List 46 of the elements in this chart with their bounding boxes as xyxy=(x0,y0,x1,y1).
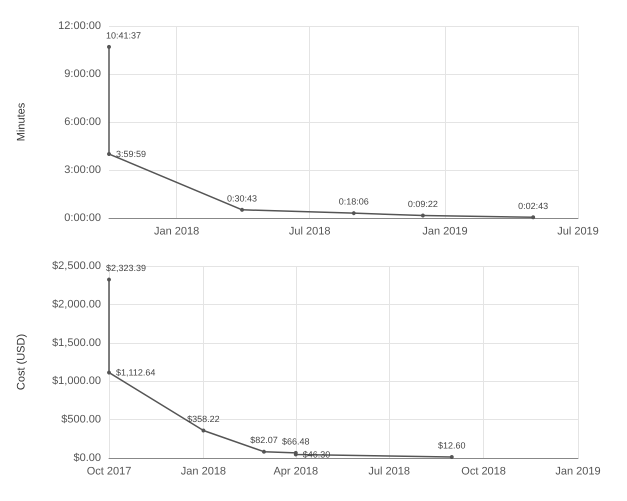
y-tick-label: $2,000.00 xyxy=(52,298,101,310)
x-tick-label: Jan 2018 xyxy=(180,466,226,478)
data-label: 0:18:06 xyxy=(338,196,369,207)
y-axis-title: Cost (USD) xyxy=(16,334,28,390)
point xyxy=(107,44,111,49)
y-tick-label: 6:00:00 xyxy=(64,116,101,128)
y-tick-label: 9:00:00 xyxy=(64,68,101,80)
y-tick-label: 3:00:00 xyxy=(64,164,101,176)
data-label: $66.48 xyxy=(282,436,310,446)
point xyxy=(531,215,536,220)
data-label: $358.22 xyxy=(187,414,220,424)
x-tick-label: Jan 2019 xyxy=(422,226,468,238)
data-label: 0:09:22 xyxy=(408,199,438,209)
data-label: $82.07 xyxy=(250,435,278,446)
point xyxy=(262,450,266,454)
data-label: 0:02:43 xyxy=(518,200,548,211)
point xyxy=(107,370,111,375)
x-tick-label: Jul 2019 xyxy=(557,226,599,238)
point xyxy=(420,214,425,218)
data-label: 0:30:43 xyxy=(227,193,258,204)
y-tick-label: $1,500.00 xyxy=(52,336,101,349)
data-label: $2,323.39 xyxy=(106,263,146,274)
x-tick-label: Oct 2018 xyxy=(461,466,506,478)
y-tick-label: 12:00:00 xyxy=(58,20,101,32)
point xyxy=(107,152,111,156)
point xyxy=(450,455,454,460)
point xyxy=(201,428,206,432)
y-tick-label: $0.00 xyxy=(73,452,101,464)
y-tick-label: $500.00 xyxy=(61,414,101,426)
x-tick-label: Jan 2019 xyxy=(555,466,601,478)
x-tick-label: Jul 2018 xyxy=(368,466,410,478)
y-tick-label: $1,000.00 xyxy=(52,375,101,388)
data-label: 3:59:59 xyxy=(116,149,146,160)
y-tick-label: 0:00:00 xyxy=(64,212,101,224)
y-axis-title: Minutes xyxy=(16,102,28,142)
x-tick-label: Apr 2018 xyxy=(273,466,318,478)
point xyxy=(240,208,244,212)
y-tick-label: $2,500.00 xyxy=(52,260,101,272)
data-label: 10:41:37 xyxy=(106,30,142,40)
x-tick-label: Jul 2018 xyxy=(288,226,330,238)
data-label: $1,112.64 xyxy=(116,368,156,378)
point xyxy=(352,211,356,216)
point xyxy=(107,278,111,282)
data-label: $12.60 xyxy=(438,440,466,451)
x-tick-label: Jan 2018 xyxy=(154,226,200,238)
x-tick-label: Oct 2017 xyxy=(86,466,132,478)
